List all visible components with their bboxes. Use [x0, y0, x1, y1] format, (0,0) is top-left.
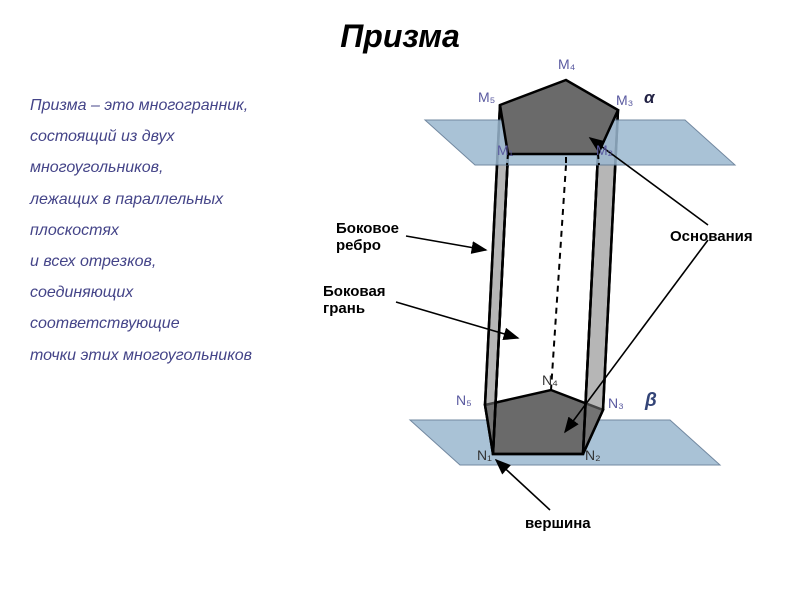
vertex-m5: M₅	[478, 89, 495, 105]
vertex-m4: M₄	[558, 56, 575, 72]
label-vertex: вершина	[525, 515, 591, 532]
label-face: Боковая грань	[323, 283, 386, 317]
title-text: Призма	[340, 18, 459, 54]
alpha-label: α	[644, 88, 655, 108]
vertex-n3: N₃	[608, 395, 624, 411]
def-line: точки этих многоугольников	[30, 340, 310, 371]
vertex-m1: M₁	[497, 142, 513, 158]
def-line: многоугольников,	[30, 152, 310, 183]
beta-label: β	[645, 390, 657, 412]
diagram: Боковое ребро Боковая грань Основания ве…	[310, 50, 790, 590]
prism-svg	[310, 50, 790, 590]
definition-block: Призма – это многогранник, состоящий из …	[30, 90, 310, 371]
label-edge: Боковое ребро	[336, 220, 399, 254]
label-base: Основания	[670, 228, 753, 245]
vertex-n1: N₁	[477, 447, 492, 463]
vertex-n5: N₅	[456, 392, 472, 408]
def-line: лежащих в параллельных плоскостях	[30, 184, 310, 246]
vertex-m3: M₃	[616, 92, 633, 108]
def-line: состоящий из двух	[30, 121, 310, 152]
vertex-m2: M₂	[596, 142, 613, 158]
vertex-n2: N₂	[585, 447, 601, 463]
def-line: соответствующие	[30, 308, 310, 339]
vertex-n4: N₄	[542, 372, 558, 388]
def-line: соединяющих	[30, 277, 310, 308]
def-line: и всех отрезков,	[30, 246, 310, 277]
def-line: Призма – это многогранник,	[30, 90, 310, 121]
